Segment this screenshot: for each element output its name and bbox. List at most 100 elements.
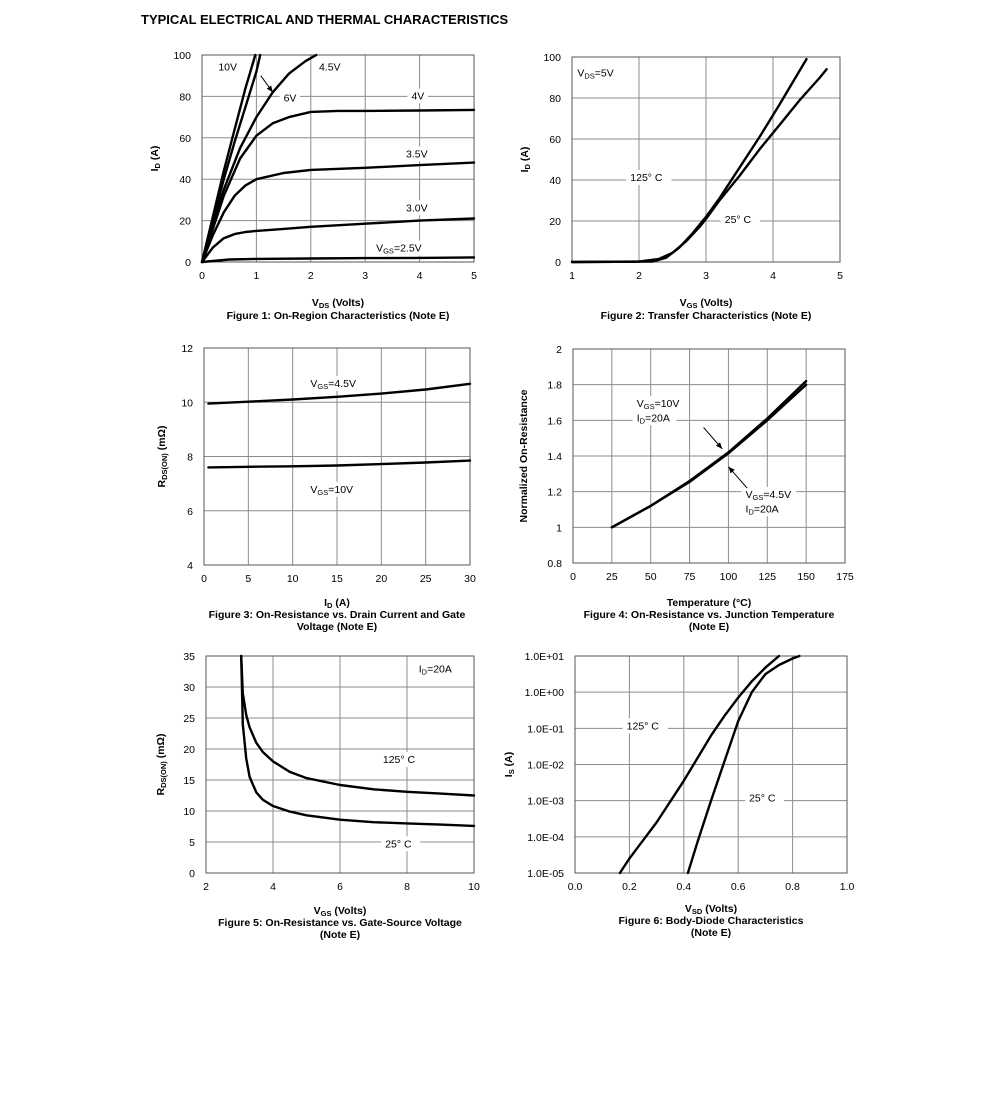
fig1-x-axis-title-subscript: DS xyxy=(319,301,329,310)
fig5-x-tick-label: 2 xyxy=(203,881,209,893)
fig4-label-vgs-10v-main: V xyxy=(637,398,644,410)
fig5-x-axis-title-subscript: GS xyxy=(321,909,332,918)
fig2-x-axis-title-subscript: GS xyxy=(687,301,698,310)
fig3-label-vgs-10v-rest: =10V xyxy=(328,484,353,496)
fig3-plot-frame xyxy=(203,347,471,566)
fig2-caption-line: Figure 2: Transfer Characteristics (Note… xyxy=(601,310,812,322)
fig5-x-tick-label: 4 xyxy=(270,881,276,893)
fig2-label-vds-5v: VDS=5V xyxy=(577,67,613,80)
fig3-x-axis-title-rest: (A) xyxy=(332,597,350,609)
fig4-label-id-20a-subscript: D xyxy=(640,416,646,425)
fig3-caption-line: Figure 3: On-Resistance vs. Drain Curren… xyxy=(209,609,466,621)
fig1-x-tick-label: 4 xyxy=(417,270,423,282)
fig1-pointer-arrowhead xyxy=(266,85,273,93)
fig1-series-6v xyxy=(200,53,262,264)
fig4-label-id-20a: ID=20A xyxy=(746,503,779,516)
fig2-x-tick-label: 3 xyxy=(703,270,709,282)
fig4-x-tick-label: 125 xyxy=(759,571,777,583)
fig4-y-axis-title: Normalized On-Resistance xyxy=(518,389,530,522)
fig4-label-id-20a-rest: =20A xyxy=(645,412,670,424)
fig1-x-tick-label: 2 xyxy=(308,270,314,282)
fig1-label-6v-main: 6V xyxy=(284,93,297,105)
fig3-label-vgs-4-5v-main: V xyxy=(310,378,317,390)
fig6-series-25-c xyxy=(686,654,801,875)
fig4-plot-frame xyxy=(572,348,846,564)
fig5-label-id-20a-subscript: D xyxy=(422,668,428,677)
fig6-y-tick-label: 1.0E+00 xyxy=(525,687,565,699)
fig5-series-125-c xyxy=(240,654,476,797)
fig5-label-id-20a-rest: =20A xyxy=(427,664,452,676)
fig6-caption-line: (Note E) xyxy=(691,927,731,939)
fig6-plot-frame xyxy=(574,655,848,874)
fig4-x-tick-label: 75 xyxy=(684,571,696,583)
fig3-label-vgs-10v-subscript: GS xyxy=(317,488,328,497)
fig5-series-25-c xyxy=(240,654,476,828)
fig6-y-axis-title-rest: (A) xyxy=(503,752,515,770)
fig1-x-tick-label: 3 xyxy=(362,270,368,282)
fig4-label-vgs-10v-subscript: GS xyxy=(644,402,655,411)
fig2-label-25-c: 25° C xyxy=(725,214,752,226)
fig4-caption-line: Figure 4: On-Resistance vs. Junction Tem… xyxy=(584,609,835,621)
fig1-label-vgs-2-5v-main: V xyxy=(376,243,383,255)
fig4-label-id-20a-main: I xyxy=(637,412,640,424)
fig3-x-tick-label: 0 xyxy=(201,573,207,585)
fig3-x-axis-title-subscript: D xyxy=(327,601,333,610)
fig3-y-axis-title: RDS(ON) (mΩ) xyxy=(156,426,169,488)
fig4-y-tick-label: 2 xyxy=(556,344,562,356)
fig5-caption-line: Figure 5: On-Resistance vs. Gate-Source … xyxy=(218,917,462,929)
fig1-y-tick-label: 100 xyxy=(173,50,191,62)
fig4-x-tick-label: 175 xyxy=(836,571,854,583)
fig1-label-6v-background xyxy=(279,90,300,106)
fig3-y-tick-label: 10 xyxy=(181,397,193,409)
fig5-label-125-c-main: 125° C xyxy=(383,754,416,766)
fig4-label-id-20a-main: I xyxy=(746,503,749,515)
fig2-series-125-c xyxy=(570,68,828,264)
fig1-label-vgs-2-5v-rest: =2.5V xyxy=(394,243,422,255)
fig3-y-axis-title-main: R xyxy=(156,479,168,487)
fig4-y-axis-title-main: Normalized On-Resistance xyxy=(518,389,530,522)
fig5-caption-line: (Note E) xyxy=(320,929,360,941)
fig3-label-vgs-10v-background xyxy=(306,481,355,497)
fig3-y-axis-title-subscript: DS(ON) xyxy=(160,453,169,480)
fig4-label-vgs-4-5v-main: V xyxy=(746,489,753,501)
fig5-y-axis-title-rest: (mΩ) xyxy=(155,734,167,762)
fig3-y-tick-label: 12 xyxy=(181,343,193,355)
fig1-y-axis-title-main: I xyxy=(149,168,161,171)
fig6-y-tick-label: 1.0E-04 xyxy=(527,832,564,844)
fig6-y-tick-label: 1.0E-03 xyxy=(527,796,564,808)
fig6-x-tick-label: 1.0 xyxy=(840,881,855,893)
fig1-label-vgs-2-5v-background xyxy=(372,240,427,256)
fig1-label-4-5v-main: 4.5V xyxy=(319,61,341,73)
fig2-y-tick-label: 20 xyxy=(549,216,561,228)
fig4-y-tick-label: 0.8 xyxy=(547,558,562,570)
fig1-label-10v-background xyxy=(214,59,241,75)
fig4-label-vgs-10v: VGS=10V xyxy=(637,398,680,411)
fig2-grid xyxy=(571,56,841,263)
fig2-y-tick-label: 60 xyxy=(549,134,561,146)
fig6-x-tick-label: 0.2 xyxy=(622,881,637,893)
fig4-label-id-20a-background xyxy=(741,501,786,517)
fig6-x-tick-label: 0.6 xyxy=(731,881,746,893)
fig5-y-tick-label: 35 xyxy=(183,651,195,663)
fig1-label-10v: 10V xyxy=(218,61,237,73)
fig1-y-tick-label: 20 xyxy=(179,216,191,228)
fig4-label-id-20a-rest: =20A xyxy=(754,503,779,515)
fig4-label-id-20a-subscript: D xyxy=(748,507,754,516)
fig2-label-125-c-background xyxy=(626,170,672,185)
fig5-y-axis-title-main: R xyxy=(155,787,167,795)
fig3-y-tick-label: 8 xyxy=(187,452,193,464)
fig5-x-axis-title-main: V xyxy=(314,905,321,917)
fig1-y-tick-label: 60 xyxy=(179,133,191,145)
fig2-y-tick-label: 40 xyxy=(549,175,561,187)
fig3-x-tick-label: 25 xyxy=(420,573,432,585)
fig5-y-tick-label: 25 xyxy=(183,713,195,725)
fig4-x-axis-title-main: Temperature (°C) xyxy=(667,597,752,609)
fig5-y-tick-label: 10 xyxy=(183,806,195,818)
fig3-x-tick-label: 5 xyxy=(245,573,251,585)
fig3-label-vgs-4-5v: VGS=4.5V xyxy=(310,378,356,391)
fig5-y-tick-label: 15 xyxy=(183,775,195,787)
